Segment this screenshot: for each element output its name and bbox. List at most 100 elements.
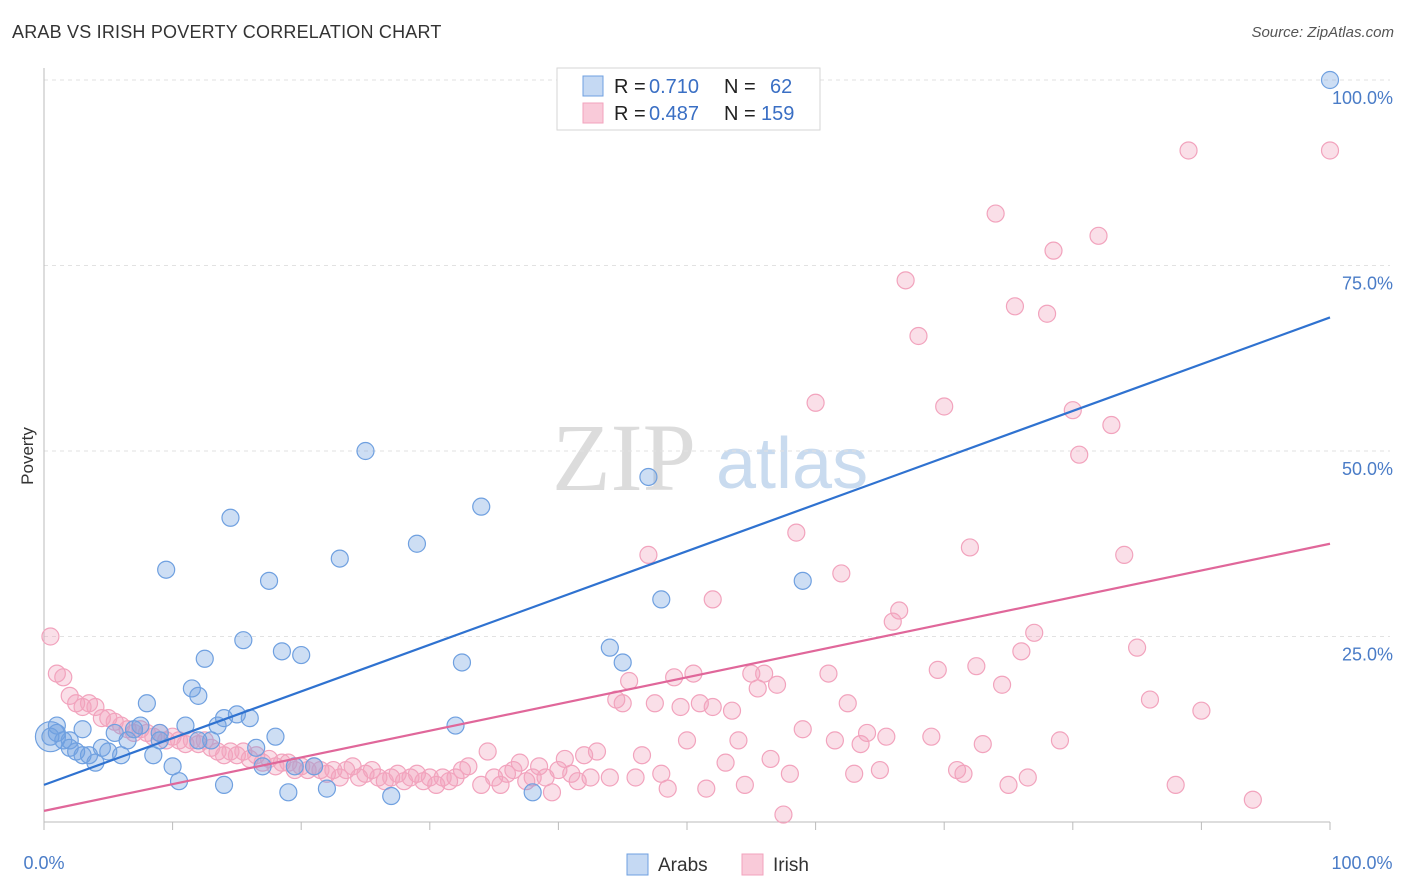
arabs-point-23	[195, 649, 214, 668]
trend-lines	[43, 316, 1331, 812]
irish-r-label: R =	[614, 103, 646, 125]
arabs-point-51	[613, 653, 632, 672]
x-ticks	[43, 822, 1331, 830]
irish-point-98	[684, 664, 703, 683]
arabs-point-45	[407, 534, 427, 553]
irish-point-122	[851, 734, 870, 754]
arabs-point-26	[214, 775, 234, 795]
arabs-point-47	[452, 653, 472, 672]
irish-point-125	[877, 727, 896, 746]
irish-point-3	[60, 686, 79, 705]
irish-point-132	[935, 397, 954, 416]
irish-point-63	[446, 768, 465, 787]
irish-point-147	[1050, 731, 1070, 750]
irish-point-77	[542, 783, 562, 802]
arabs-point-44	[382, 786, 401, 806]
y-tick-label-50: 50.0%	[1342, 459, 1393, 479]
chart-title: ARAB VS IRISH POVERTY CORRELATION CHART	[12, 22, 442, 42]
irish-point-104	[722, 701, 742, 720]
irish-point-0	[41, 627, 60, 646]
arabs-r-value: 0.710	[649, 76, 699, 98]
irish-bottom-swatch	[741, 853, 764, 876]
arabs-point-41	[317, 779, 337, 798]
watermark-zip: ZIP	[552, 404, 696, 511]
series-legend: Arabs Irish	[626, 853, 809, 876]
irish-point-127	[890, 601, 909, 620]
irish-point-134	[954, 764, 973, 783]
irish-point-155	[1166, 775, 1185, 795]
irish-point-91	[639, 545, 658, 564]
irish-point-97	[677, 731, 697, 750]
arabs-point-39	[292, 645, 311, 665]
irish-point-95	[665, 668, 684, 687]
irish-point-135	[960, 538, 980, 557]
irish-point-83	[581, 768, 600, 787]
irish-point-75	[530, 757, 549, 776]
arabs-point-36	[272, 642, 292, 661]
irish-point-102	[703, 697, 722, 717]
irish-point-138	[986, 204, 1005, 223]
arabs-point-53	[652, 590, 671, 609]
irish-point-156	[1179, 141, 1198, 160]
irish-point-118	[825, 731, 844, 750]
source-label: Source: ZipAtlas.com	[1251, 24, 1394, 41]
arabs-point-13	[131, 716, 150, 735]
irish-point-157	[1192, 701, 1211, 720]
irish-point-139	[992, 675, 1012, 694]
arabs-point-30	[234, 631, 253, 650]
irish-legend-swatch	[582, 102, 604, 124]
irish-point-113	[780, 764, 799, 783]
arabs-bottom-label: Arabs	[658, 855, 708, 876]
irish-point-145	[1037, 304, 1057, 323]
irish-point-117	[819, 664, 838, 683]
irish-point-109	[755, 664, 774, 683]
irish-point-45	[330, 768, 349, 787]
irish-point-87	[613, 694, 632, 713]
arabs-series	[34, 70, 1340, 806]
irish-point-123	[857, 723, 877, 743]
arabs-cluster-point	[34, 721, 67, 753]
irish-point-137	[973, 734, 992, 754]
irish-point-105	[729, 731, 748, 750]
arabs-point-49	[523, 783, 542, 802]
irish-point-112	[774, 805, 793, 824]
y-tick-label-75: 75.0%	[1342, 274, 1393, 294]
arabs-point-55	[1320, 70, 1340, 90]
irish-point-129	[909, 326, 928, 346]
irish-point-141	[1005, 297, 1025, 316]
arabs-point-21	[182, 679, 201, 698]
arabs-point-17	[157, 560, 176, 579]
y-tick-labels: 25.0% 50.0% 75.0% 100.0%	[1332, 88, 1393, 665]
arabs-point-35	[266, 727, 285, 746]
x-tick-label-right: 100.0%	[1331, 853, 1392, 873]
irish-point-158	[1243, 790, 1262, 809]
arabs-point-32	[247, 738, 266, 757]
arabs-point-48	[472, 497, 491, 516]
irish-n-value: 159	[761, 103, 794, 125]
irish-point-143	[1018, 768, 1037, 787]
irish-point-115	[793, 720, 812, 739]
irish-point-120	[838, 694, 857, 713]
irish-point-84	[587, 742, 607, 761]
arabs-point-37	[279, 783, 298, 802]
irish-point-144	[1025, 623, 1044, 642]
irish-point-7	[86, 697, 105, 717]
irish-point-74	[523, 768, 542, 787]
irish-point-106	[735, 775, 754, 795]
irish-point-121	[845, 764, 864, 783]
arabs-point-42	[330, 549, 349, 568]
arabs-trend-line	[43, 316, 1331, 786]
irish-bottom-label: Irish	[773, 855, 809, 876]
irish-point-119	[832, 564, 851, 583]
irish-point-159	[1320, 141, 1340, 160]
irish-point-67	[478, 742, 497, 761]
arabs-point-40	[304, 757, 324, 776]
irish-point-24	[195, 731, 214, 750]
irish-point-94	[658, 779, 677, 798]
arabs-n-value: 62	[770, 76, 792, 98]
irish-point-100	[697, 779, 716, 798]
arabs-point-22	[189, 686, 208, 705]
irish-point-146	[1044, 241, 1063, 260]
irish-point-59	[420, 768, 439, 787]
arabs-r-label: R =	[614, 76, 646, 98]
